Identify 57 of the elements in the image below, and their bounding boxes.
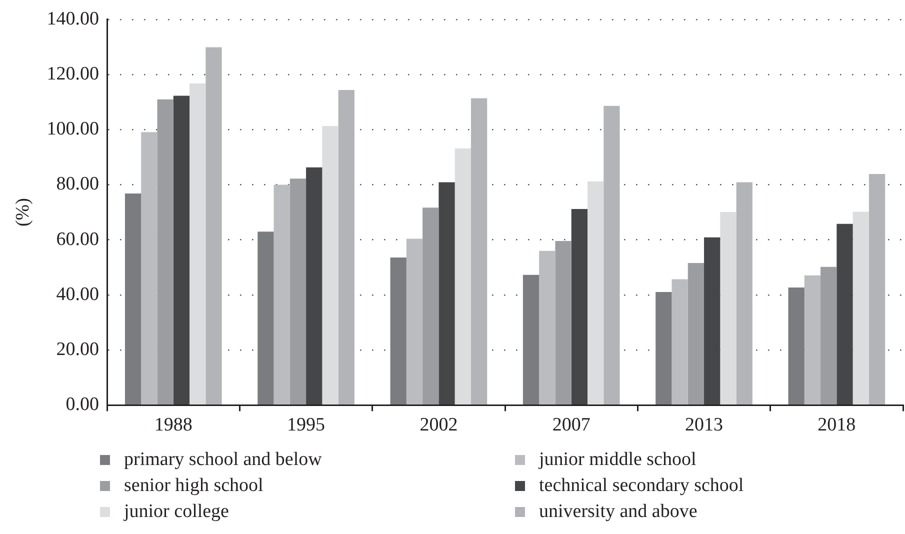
- legend-label: university and above: [539, 501, 698, 523]
- x-tick-label: 2018: [818, 414, 856, 436]
- bar: [390, 257, 406, 405]
- bar: [206, 47, 222, 405]
- legend-label: junior college: [124, 501, 229, 523]
- x-tick-label: 1995: [287, 414, 326, 436]
- bar: [820, 266, 837, 405]
- y-tick-label: 60.00: [56, 228, 100, 250]
- y-tick-label: 0.00: [66, 394, 100, 416]
- bar: [804, 275, 821, 405]
- bar: [688, 263, 704, 405]
- bar: [736, 182, 752, 405]
- bar: [720, 212, 736, 405]
- y-tick-label: 20.00: [56, 339, 100, 360]
- bar: [704, 237, 720, 405]
- bar: [852, 212, 869, 405]
- bar: [571, 208, 588, 405]
- bar: [322, 126, 338, 405]
- bar: [124, 194, 142, 405]
- bar: [157, 99, 174, 405]
- bar: [406, 238, 423, 405]
- bar: [836, 224, 853, 405]
- bar: [522, 274, 540, 405]
- bar: [338, 90, 354, 405]
- x-tick-label: 1988: [154, 414, 192, 436]
- bar: [672, 279, 688, 405]
- bar: [555, 240, 572, 405]
- legend-label: senior high school: [124, 475, 264, 497]
- y-tick-label: 80.00: [56, 174, 100, 195]
- y-tick-label: 140.00: [46, 8, 100, 30]
- bar: [454, 148, 471, 405]
- bar: [470, 98, 488, 405]
- bar: [190, 83, 206, 405]
- bar: [656, 292, 672, 405]
- y-tick-label: 40.00: [56, 284, 100, 305]
- bar: [306, 167, 322, 405]
- bar: [173, 96, 190, 405]
- bar: [539, 250, 556, 405]
- bar: [258, 232, 274, 405]
- bar: [422, 208, 439, 405]
- bar: [290, 178, 306, 405]
- legend-label: technical secondary school: [539, 475, 744, 497]
- bar: [604, 106, 620, 405]
- y-tick-label: 120.00: [46, 64, 100, 84]
- y-tick-label: 100.00: [46, 118, 100, 140]
- legend-label: primary school and below: [124, 449, 322, 471]
- bar: [141, 132, 158, 405]
- bar: [788, 288, 804, 405]
- y-axis-title: (%): [12, 198, 34, 227]
- bar: [587, 181, 604, 405]
- x-tick-label: 2007: [552, 414, 590, 436]
- bar: [868, 174, 886, 405]
- x-tick-label: 2002: [420, 414, 458, 436]
- x-tick-label: 2013: [685, 414, 724, 436]
- bar: [438, 182, 455, 405]
- bar: [274, 184, 290, 405]
- legend-label: junior middle school: [539, 449, 696, 471]
